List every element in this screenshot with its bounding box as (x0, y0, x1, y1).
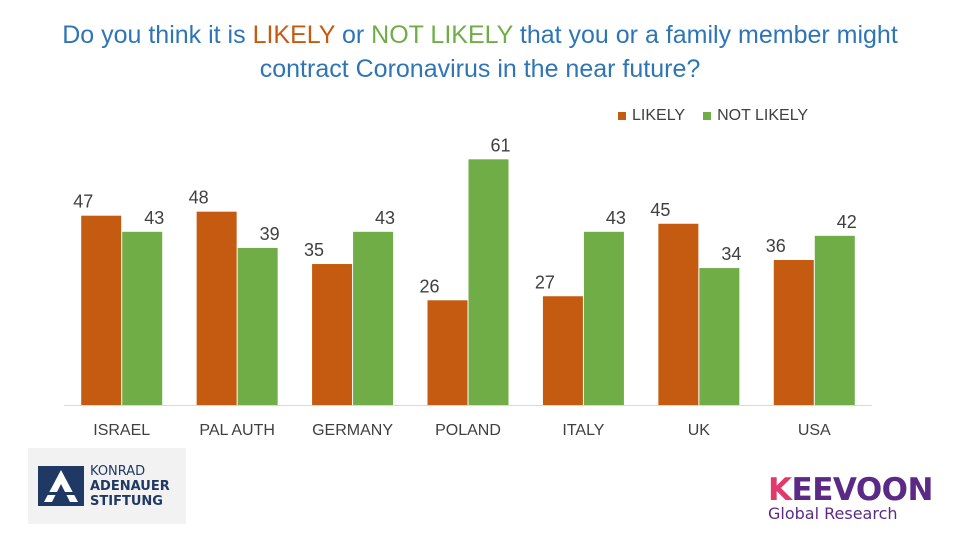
keevoon-wordmark: KEEVOON (768, 474, 938, 506)
x-tick-label-italy: ITALY (562, 422, 604, 439)
legend: LIKELY NOT LIKELY (618, 106, 826, 126)
legend-label-not-likely: NOT LIKELY (717, 107, 809, 124)
title-part-2: or (335, 21, 372, 49)
data-label-likely-usa: 36 (766, 236, 786, 256)
bar-not-likely-poland (468, 159, 509, 405)
keevoon-tagline: Global Research (768, 504, 898, 523)
x-tick-label-poland: POLAND (435, 422, 501, 439)
data-label-not-likely-pal-auth: 39 (260, 224, 280, 244)
data-label-likely-uk: 45 (650, 200, 670, 220)
x-tick-label-usa: USA (798, 422, 831, 439)
legend-swatch-likely (618, 112, 626, 120)
bar-likely-uk (658, 223, 699, 405)
bar-not-likely-usa (814, 235, 855, 405)
legend-item-not-likely: NOT LIKELY (703, 107, 808, 125)
data-label-likely-pal-auth: 48 (189, 188, 209, 208)
title-likely-word: LIKELY (252, 21, 336, 49)
data-label-not-likely-uk: 34 (721, 244, 741, 264)
konrad-adenauer-stiftung-logo: KONRAD ADENAUER STIFTUNG (28, 448, 186, 524)
kas-emblem-icon (38, 466, 84, 506)
data-label-not-likely-germany: 43 (375, 208, 395, 228)
bar-not-likely-italy (583, 231, 624, 405)
keevoon-k: K (768, 472, 792, 508)
bar-likely-usa (773, 260, 814, 405)
title-part-1: Do you think it is (62, 21, 253, 49)
bar-likely-poland (427, 300, 468, 405)
keevoon-logo: KEEVOON Global Research (768, 474, 938, 522)
title-not-likely-word: NOT LIKELY (371, 21, 513, 49)
bar-likely-italy (542, 296, 583, 405)
kas-line-2: ADENAUER (90, 478, 170, 494)
data-label-not-likely-usa: 42 (837, 212, 857, 232)
chart-title: Do you think it is LIKELY or NOT LIKELY … (20, 18, 940, 86)
bar-likely-pal-auth (196, 211, 237, 405)
x-tick-label-israel: ISRAEL (93, 422, 150, 439)
legend-swatch-not-likely (703, 112, 712, 120)
data-label-likely-poland: 26 (419, 276, 439, 296)
legend-label-likely: LIKELY (632, 107, 686, 124)
bar-not-likely-uk (699, 268, 740, 405)
bar-likely-germany (312, 264, 353, 405)
bar-likely-israel (81, 215, 122, 405)
title-part-3: that you or a family member might contra… (259, 21, 898, 83)
data-label-not-likely-poland: 61 (490, 135, 510, 155)
bar-not-likely-germany (353, 231, 394, 405)
kas-line-1: KONRAD (90, 463, 146, 479)
x-tick-label-uk: UK (688, 422, 711, 439)
data-label-not-likely-italy: 43 (606, 208, 626, 228)
data-label-likely-germany: 35 (304, 240, 324, 260)
kas-wordmark: KONRAD ADENAUER STIFTUNG (90, 464, 170, 509)
x-tick-label-germany: GERMANY (312, 422, 393, 439)
legend-item-likely: LIKELY (618, 107, 685, 125)
x-tick-label-pal-auth: PAL AUTH (199, 422, 275, 439)
keevoon-rest: EEVOON (791, 472, 934, 508)
kas-line-3: STIFTUNG (90, 493, 163, 509)
bar-not-likely-israel (122, 231, 163, 405)
bar-not-likely-pal-auth (237, 247, 278, 405)
data-label-not-likely-israel: 43 (144, 208, 164, 228)
data-label-likely-italy: 27 (535, 272, 555, 292)
data-label-likely-israel: 47 (73, 192, 93, 212)
